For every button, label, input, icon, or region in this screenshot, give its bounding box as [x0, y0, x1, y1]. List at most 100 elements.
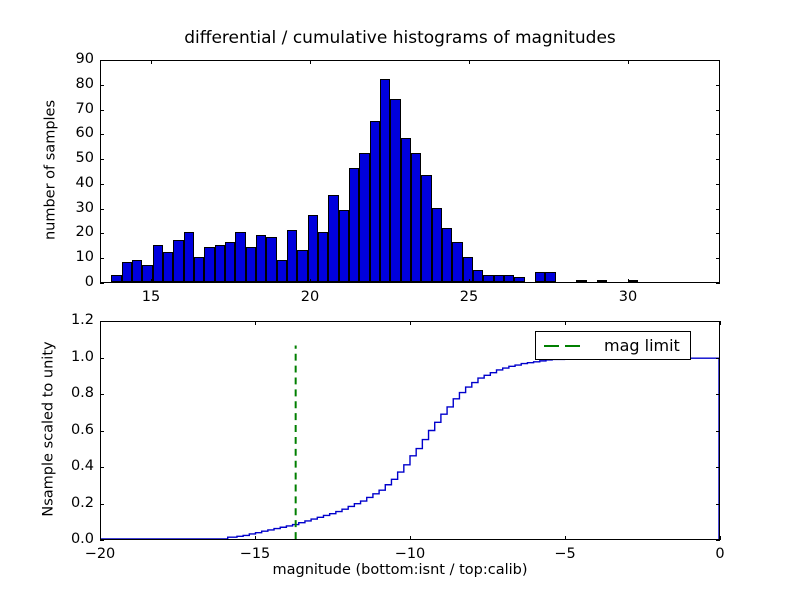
y-tick-mark: [100, 184, 104, 185]
x-tick-mark: [469, 60, 470, 64]
x-tick-mark: [628, 60, 629, 64]
histogram-bar: [225, 242, 236, 282]
histogram-bar: [483, 274, 494, 282]
histogram-bar: [111, 274, 122, 282]
histogram-bar: [545, 272, 556, 282]
legend[interactable]: mag limit: [535, 331, 691, 360]
x-tick-mark: [255, 536, 256, 540]
x-tick-mark: [565, 321, 566, 325]
y-tick-label: 0.6: [70, 422, 94, 438]
y-tick-mark: [100, 233, 104, 234]
histogram-bar: [214, 244, 226, 282]
y-tick-mark: [716, 134, 720, 135]
x-tick-mark: [100, 536, 101, 540]
y-tick-mark: [100, 321, 104, 322]
histogram-bar: [628, 279, 639, 282]
histogram-bar: [152, 244, 164, 282]
y-tick-mark: [716, 159, 720, 160]
histogram-bar: [380, 78, 391, 282]
mag-limit-dash-icon: [544, 339, 586, 353]
bottom-panel-x-axis-label: magnitude (bottom:isnt / top:calib): [272, 562, 528, 578]
x-tick-mark: [469, 279, 470, 283]
y-tick-mark: [716, 258, 720, 259]
chart-title: differential / cumulative histograms of …: [184, 28, 616, 48]
y-tick-mark: [100, 540, 104, 541]
y-tick-mark: [716, 321, 720, 322]
y-tick-mark: [716, 467, 720, 468]
x-tick-mark: [410, 536, 411, 540]
y-tick-mark: [100, 467, 104, 468]
histogram-bar: [473, 269, 484, 282]
cumulative-curve: [101, 345, 719, 539]
histogram-bar: [421, 175, 432, 282]
y-tick-label: 70: [75, 101, 94, 117]
x-tick-label: 15: [141, 289, 161, 305]
y-tick-label: 50: [75, 150, 94, 166]
y-tick-mark: [100, 110, 104, 111]
histogram-bar: [349, 168, 360, 282]
y-tick-label: 0: [84, 274, 94, 290]
y-tick-mark: [100, 283, 104, 284]
y-tick-mark: [100, 504, 104, 505]
y-tick-mark: [100, 159, 104, 160]
x-tick-mark: [310, 279, 311, 283]
histogram-bar: [535, 272, 546, 282]
y-tick-mark: [716, 283, 720, 284]
y-tick-label: 0.2: [70, 495, 94, 511]
y-tick-mark: [100, 209, 104, 210]
y-tick-mark: [716, 540, 720, 541]
x-tick-mark: [100, 321, 101, 325]
histogram-bar: [452, 242, 463, 282]
y-tick-mark: [100, 394, 104, 395]
y-tick-mark: [100, 60, 104, 61]
histogram-bar: [245, 247, 256, 282]
y-tick-mark: [716, 209, 720, 210]
histogram-bar: [359, 153, 370, 282]
histogram-bar: [442, 227, 453, 282]
histogram-bar: [235, 232, 246, 282]
histogram-bar: [132, 259, 143, 282]
y-tick-mark: [716, 184, 720, 185]
histogram-bar: [390, 98, 401, 282]
y-tick-mark: [716, 431, 720, 432]
x-tick-mark: [310, 60, 311, 64]
histogram-bar: [276, 259, 288, 282]
x-tick-mark: [628, 279, 629, 283]
x-tick-label: 25: [459, 289, 479, 305]
x-tick-label: 0: [715, 546, 725, 562]
y-tick-mark: [716, 110, 720, 111]
histogram-bar: [183, 232, 194, 282]
y-tick-mark: [100, 134, 104, 135]
y-tick-label: 30: [75, 200, 94, 216]
cumulative-step-line: [101, 357, 719, 539]
y-tick-label: 0.0: [70, 531, 94, 547]
histogram-bar: [493, 274, 504, 282]
histogram-bar: [576, 279, 587, 282]
y-tick-label: 90: [75, 51, 94, 67]
x-tick-mark: [565, 536, 566, 540]
y-tick-label: 10: [75, 249, 94, 265]
y-tick-mark: [716, 60, 720, 61]
histogram-bar: [328, 195, 339, 282]
y-tick-mark: [100, 258, 104, 259]
y-tick-label: 40: [75, 175, 94, 191]
y-tick-label: 1.0: [70, 349, 94, 365]
histogram-bar: [462, 257, 474, 282]
y-tick-label: 0.8: [70, 385, 94, 401]
x-tick-label: −10: [394, 546, 426, 562]
y-tick-label: 20: [75, 224, 94, 240]
histogram-bar: [163, 252, 174, 282]
x-tick-mark: [410, 321, 411, 325]
y-tick-label: 60: [75, 125, 94, 141]
histogram-bar: [121, 262, 132, 282]
histogram-bar: [142, 264, 153, 282]
x-tick-mark: [151, 279, 152, 283]
y-tick-mark: [100, 358, 104, 359]
legend-entry-label: mag limit: [604, 336, 680, 355]
y-tick-mark: [100, 431, 104, 432]
y-tick-mark: [716, 504, 720, 505]
histogram-bar: [400, 138, 412, 282]
x-tick-label: 20: [300, 289, 320, 305]
y-tick-mark: [716, 85, 720, 86]
